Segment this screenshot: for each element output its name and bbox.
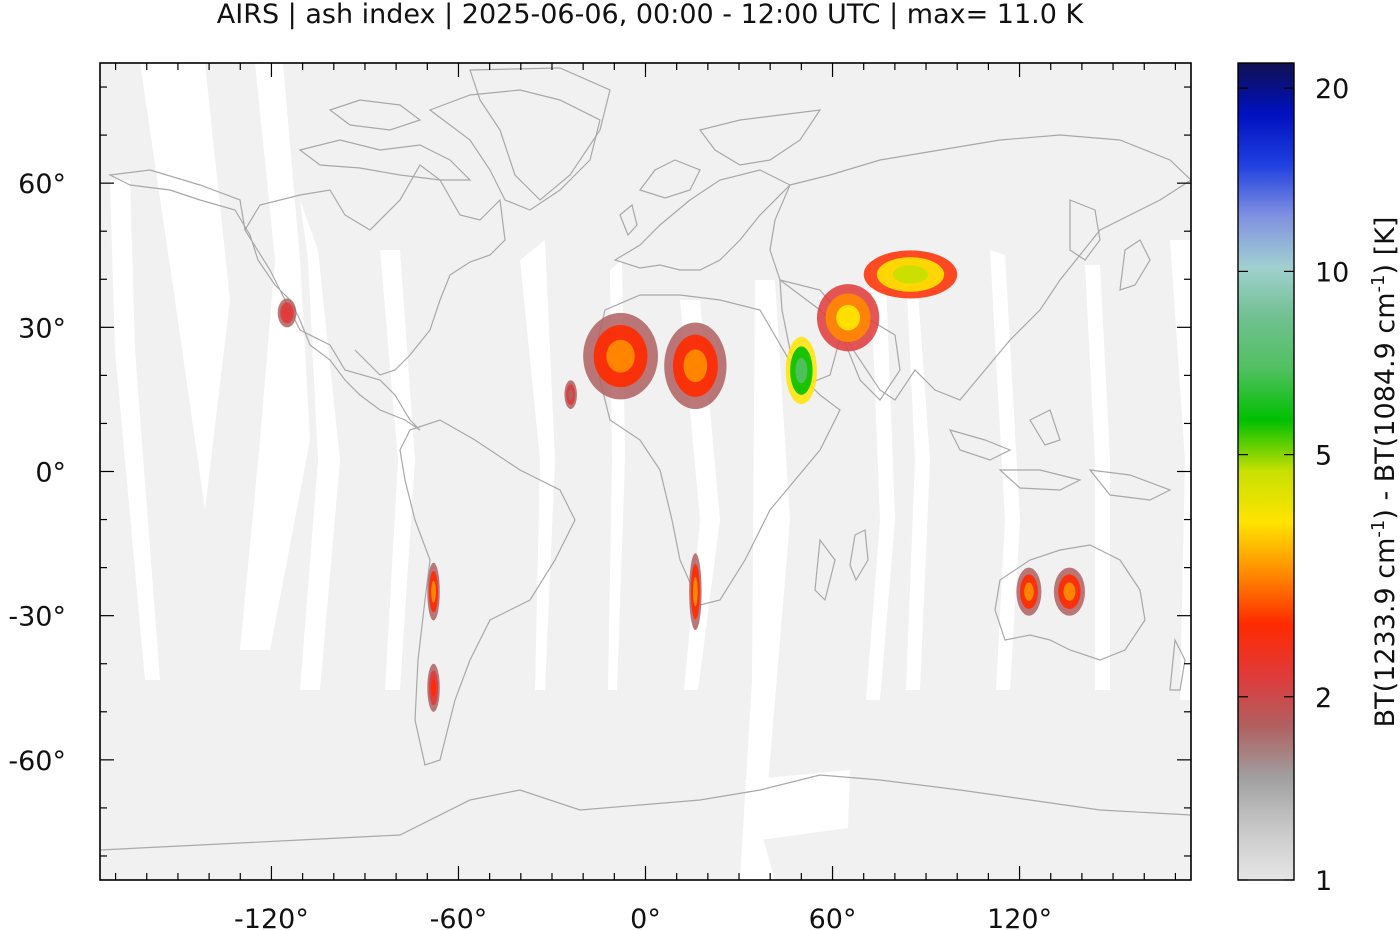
colorbar-tick-label: 20 — [1315, 74, 1349, 105]
lon-tick-label: -60° — [430, 904, 488, 930]
swath-gaps — [110, 63, 1191, 880]
ash-region-core — [431, 580, 436, 603]
ash-region — [785, 336, 817, 405]
colorbar-gradient — [1238, 63, 1294, 880]
colorbar: 1 2 5 10 20 BT(1233.9 cm-1) - BT(1084.9 cm-1… — [1237, 62, 1400, 897]
ash-region — [427, 663, 440, 712]
colorbar-tick-label: 2 — [1315, 683, 1332, 714]
ash-region — [1016, 567, 1042, 616]
lat-tick-label: -30° — [8, 602, 66, 633]
ash-region-core — [836, 304, 860, 331]
ash-region — [863, 250, 958, 299]
ash-region-core — [795, 357, 808, 384]
lat-tick-label: 30° — [18, 313, 66, 344]
ash-region-core — [683, 349, 708, 383]
lon-tick-label: -120° — [234, 904, 309, 930]
ash-region-core — [568, 389, 574, 401]
ash-region — [564, 380, 577, 410]
ash-region — [689, 553, 702, 631]
colorbar-label: BT(1233.9 cm-1) - BT(1084.9 cm-1) [K] — [1368, 217, 1400, 728]
ash-region — [277, 298, 297, 328]
lat-tick-label: -60° — [8, 746, 66, 777]
lon-tick-label: 60° — [809, 904, 857, 930]
ash-region-core — [431, 678, 436, 697]
ash-region — [816, 284, 880, 352]
ash-region-core — [1024, 582, 1034, 601]
lat-tick-label: 0° — [35, 458, 66, 489]
colorbar-frame — [1237, 62, 1295, 881]
ash-index-layer — [277, 250, 1086, 712]
ash-region — [427, 562, 440, 621]
map-axes: -120° -60° 0° 60° 120° 60° 30° 0° -30° -60° — [8, 63, 1191, 930]
ash-region — [583, 312, 658, 400]
lat-tick-label: 60° — [18, 169, 66, 200]
colorbar-tick-label: 5 — [1315, 441, 1332, 472]
colorbar-tick-label: 10 — [1315, 257, 1349, 288]
coastlines — [100, 67, 1191, 851]
colorbar-tick-label: 1 — [1315, 866, 1332, 897]
ash-region-core — [606, 339, 635, 373]
ash-region-core — [693, 577, 698, 607]
lon-tick-label: 120° — [987, 904, 1052, 930]
ash-region-core — [892, 265, 929, 284]
ash-region-core — [283, 307, 291, 319]
ash-region-core — [1063, 582, 1076, 601]
ash-region — [664, 322, 727, 410]
chart-title: AIRS | ash index | 2025-06-06, 00:00 - 1… — [216, 0, 1084, 30]
lon-tick-label: 0° — [630, 904, 661, 930]
ash-region — [1053, 567, 1086, 616]
